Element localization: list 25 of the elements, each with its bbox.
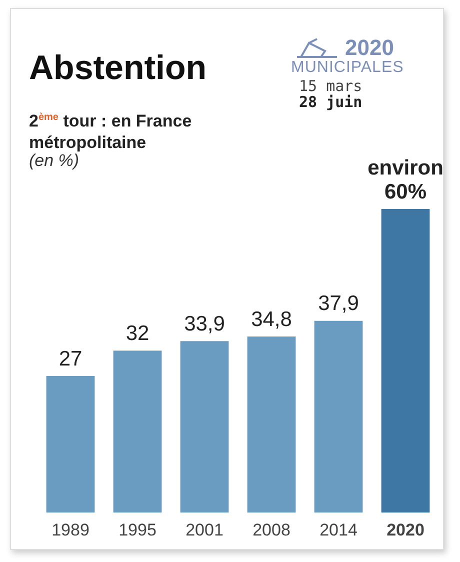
text: MUNICIPALES	[291, 59, 404, 77]
x-tick-label: 2014	[320, 520, 358, 540]
data-label: 33,9	[184, 312, 225, 336]
bar	[247, 336, 296, 513]
x-tick-label: 1995	[118, 520, 156, 540]
data-label: 34,8	[251, 308, 292, 331]
bar	[113, 350, 162, 513]
data-label: 37,9	[318, 292, 359, 316]
text: 28 juin	[299, 93, 362, 111]
data-label: environ 60%	[368, 156, 444, 204]
x-tick-label: 2001	[186, 520, 224, 540]
chart-subtitle: 2$^{ème}$ tour : en France métropolitaine	[29, 110, 193, 153]
data-label: 27	[58, 347, 82, 370]
bar	[46, 376, 95, 513]
x-tick-label: 1989	[52, 520, 90, 540]
bar	[314, 320, 363, 513]
text: (en %)	[29, 151, 80, 171]
text: 2020	[345, 35, 394, 60]
text: 15 mars	[299, 77, 362, 95]
x-tick-label: 2008	[252, 520, 290, 540]
chart-title: Abstention	[29, 49, 207, 88]
bar	[180, 341, 229, 513]
x-tick-label: 2020	[386, 520, 424, 540]
bar	[381, 209, 430, 513]
data-label: 32	[126, 322, 150, 345]
